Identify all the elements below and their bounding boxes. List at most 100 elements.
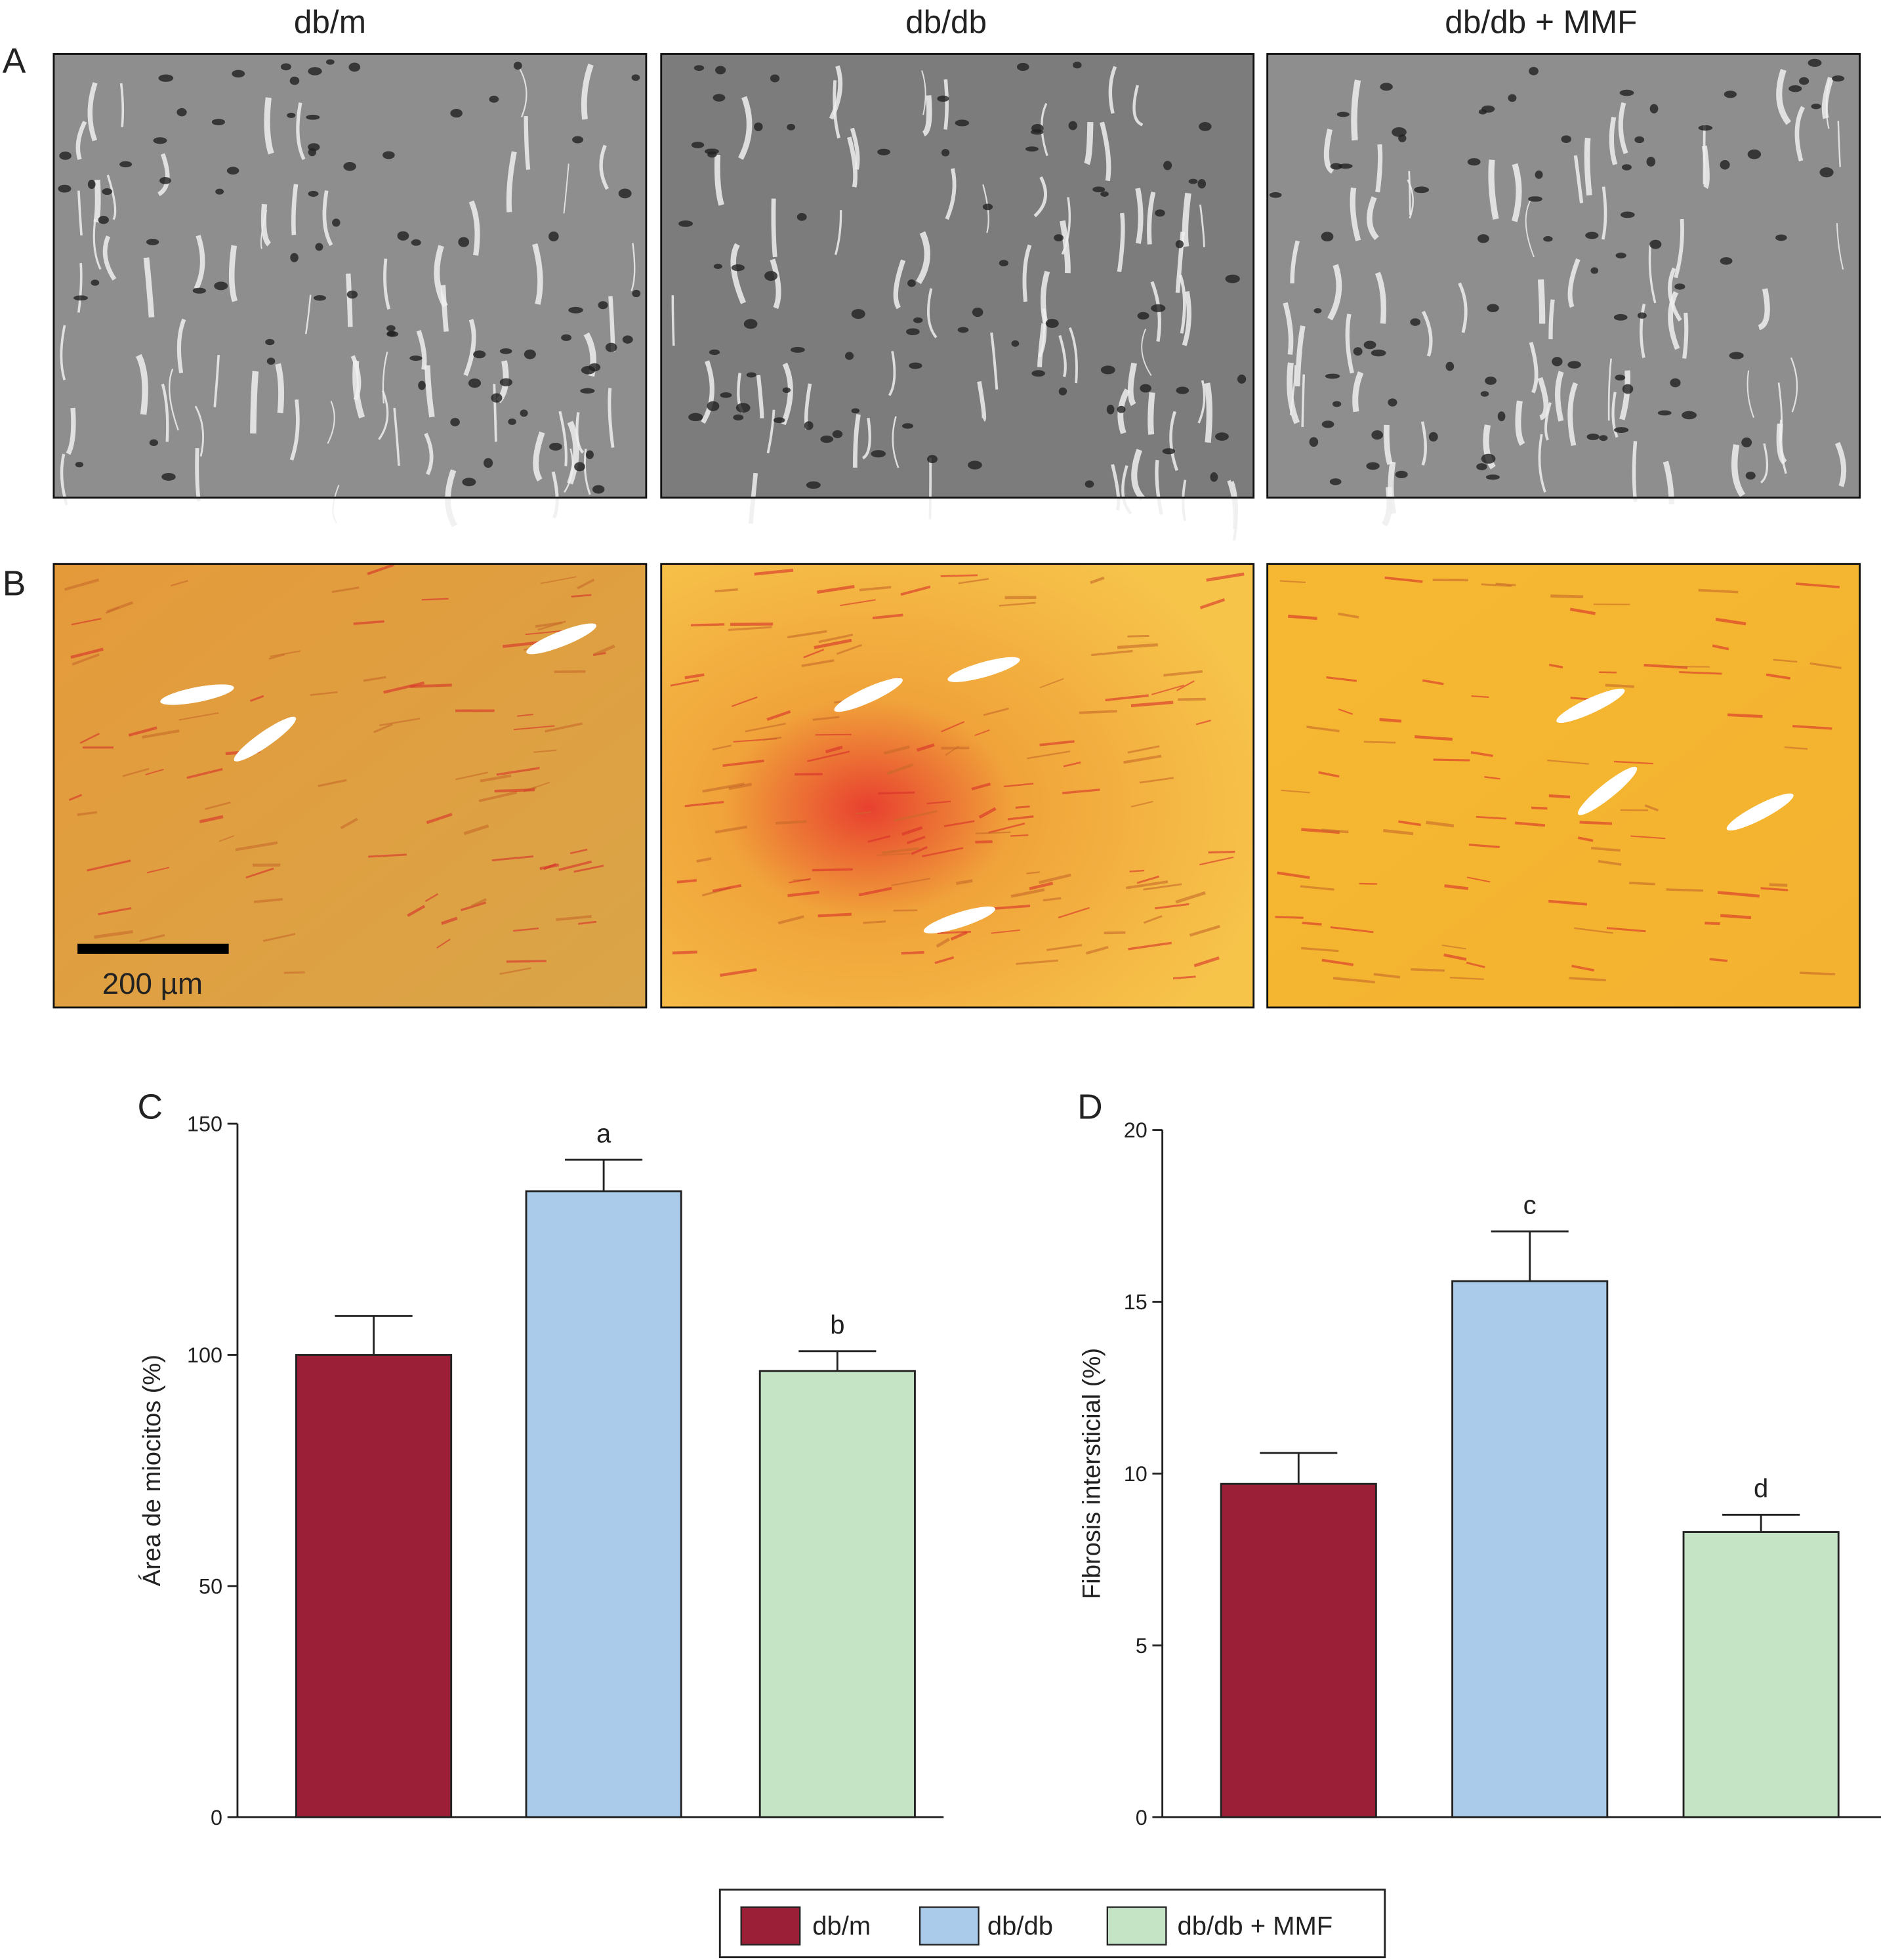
collagen-fiber — [1705, 922, 1720, 926]
bar — [525, 1190, 682, 1818]
nucleus — [1025, 146, 1039, 152]
y-tick-label: 150 — [187, 1113, 222, 1136]
nucleus — [1567, 361, 1581, 369]
panel-label: B — [3, 564, 26, 603]
collagen-fiber — [556, 915, 592, 922]
membrane — [1182, 480, 1187, 521]
collagen-fiber — [436, 939, 451, 949]
nucleus — [1637, 312, 1647, 319]
collagen-fiber — [245, 867, 274, 879]
membrane — [1555, 371, 1564, 422]
collagen-fiber — [1039, 678, 1064, 689]
y-axis-label: Fibrosis intersticial (%) — [1078, 1348, 1106, 1599]
collagen-fiber — [1384, 576, 1423, 583]
membrane — [93, 218, 102, 270]
membrane — [1529, 342, 1539, 394]
nucleus — [906, 328, 920, 335]
collagen-fiber — [988, 823, 1025, 834]
collagen-fiber — [373, 723, 394, 733]
nucleus — [499, 348, 512, 354]
collagen-fiber — [1155, 903, 1189, 910]
membrane — [829, 65, 843, 120]
collagen-fiber — [1547, 760, 1589, 765]
collagen-fiber — [789, 878, 812, 884]
nucleus — [1481, 453, 1496, 464]
collagen-fiber — [1010, 834, 1029, 837]
membrane — [1837, 121, 1841, 167]
membrane — [834, 210, 842, 255]
collagen-fiber — [943, 820, 975, 827]
collagen-fiber — [722, 759, 764, 767]
nucleus — [265, 338, 275, 346]
collagen-fiber — [1550, 594, 1584, 599]
collagen-fiber — [867, 835, 891, 843]
collagen-fiber — [817, 912, 852, 918]
nucleus — [1092, 186, 1106, 193]
collagen-fiber — [1039, 873, 1071, 884]
collagen-fiber — [754, 569, 794, 576]
collagen-fiber — [1373, 973, 1401, 979]
nucleus — [1313, 308, 1322, 314]
column-title: db/m — [294, 4, 366, 40]
collagen-fiber — [1628, 882, 1655, 886]
collagen-fiber — [893, 909, 918, 912]
nucleus — [972, 307, 983, 317]
collagen-fiber — [1016, 959, 1058, 966]
membrane — [850, 127, 860, 170]
membrane — [346, 274, 353, 327]
micrograph-color — [1266, 563, 1861, 1009]
nucleus — [1729, 352, 1744, 359]
collagen-fiber — [1281, 789, 1310, 794]
nucleus — [524, 349, 536, 359]
membrane — [1178, 274, 1186, 334]
collagen-fiber — [1199, 598, 1226, 609]
membrane — [106, 174, 117, 220]
collagen-fiber — [1318, 771, 1340, 778]
collagen-fiber — [569, 848, 588, 855]
membrane — [671, 295, 675, 346]
membrane — [1033, 176, 1047, 218]
membrane — [195, 447, 201, 502]
collagen-fiber — [1058, 907, 1090, 919]
membrane — [599, 144, 610, 190]
nucleus — [306, 114, 320, 120]
collagen-fiber — [235, 841, 278, 851]
collagen-fiber — [882, 847, 920, 855]
collagen-fiber — [812, 716, 840, 721]
membrane — [915, 231, 930, 285]
membrane — [1483, 424, 1496, 470]
collagen-fiber — [1809, 662, 1842, 669]
membrane — [1731, 444, 1746, 497]
collagen-fiber — [1792, 725, 1832, 730]
membrane — [1758, 288, 1770, 331]
nucleus — [1621, 164, 1632, 171]
membrane — [1544, 402, 1552, 441]
legend-label: db/db + MMF — [1177, 1911, 1333, 1940]
collagen-fiber — [1443, 953, 1467, 961]
nucleus — [458, 237, 470, 247]
membrane — [608, 388, 615, 448]
nucleus — [1497, 411, 1506, 422]
nucleus — [1325, 373, 1340, 379]
collagen-fiber — [268, 653, 285, 660]
nucleus — [332, 218, 341, 227]
membrane — [1367, 196, 1379, 241]
collagen-fiber — [383, 681, 425, 694]
collagen-fiber — [470, 898, 487, 908]
nucleus — [308, 190, 319, 197]
nucleus — [1366, 462, 1380, 470]
collagen-fiber — [858, 886, 892, 897]
membrane — [493, 384, 497, 442]
membrane — [161, 383, 169, 442]
collagen-fiber — [1333, 977, 1375, 984]
membrane — [1537, 377, 1549, 420]
collagen-fiber — [1139, 777, 1174, 784]
collagen-fiber — [1195, 720, 1211, 725]
membrane — [77, 262, 83, 313]
membrane — [75, 120, 87, 160]
nucleus — [87, 180, 96, 190]
collagen-fiber — [1330, 926, 1374, 933]
nucleus — [1162, 448, 1176, 455]
membrane — [143, 257, 155, 318]
collagen-fiber — [1444, 884, 1469, 890]
